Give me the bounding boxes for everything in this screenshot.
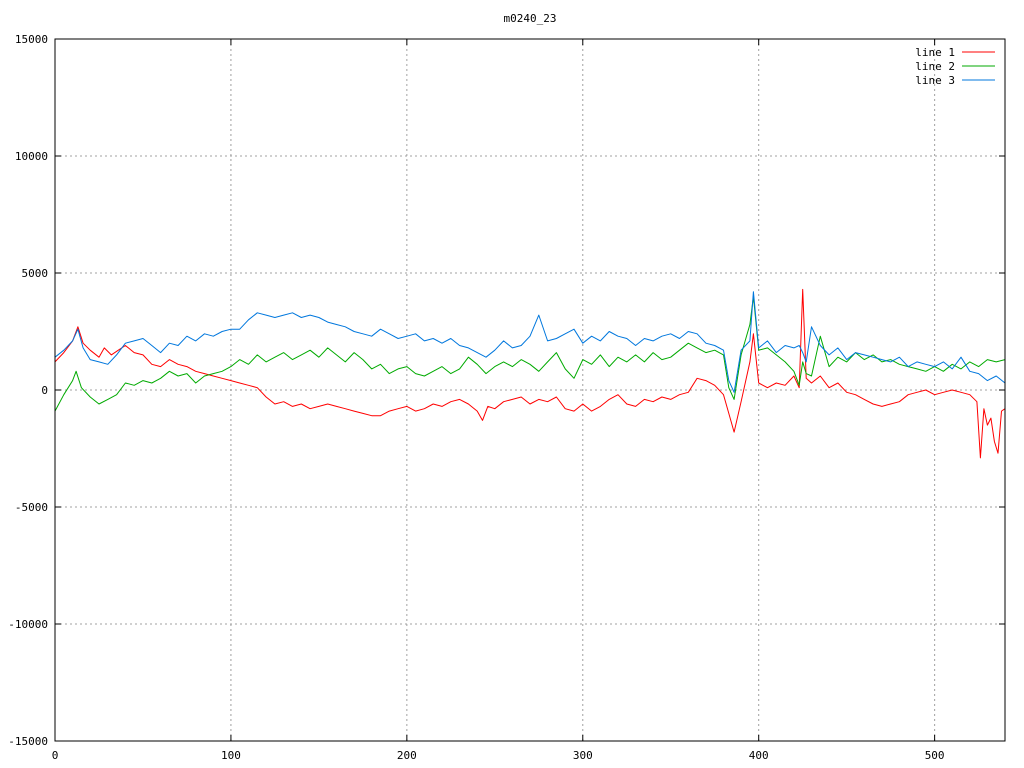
plot-frame	[54, 38, 1006, 742]
x-tick-label: 500	[925, 749, 945, 762]
x-tick-label: 0	[52, 749, 59, 762]
y-tick-label: 15000	[15, 33, 48, 46]
grid-lines	[55, 39, 1005, 741]
y-tick-label: 5000	[22, 267, 49, 280]
y-tick-label: -15000	[8, 735, 48, 748]
series-line-2	[54, 295, 1006, 412]
x-tick-label: 400	[749, 749, 769, 762]
y-tick-label: -10000	[8, 618, 48, 631]
series-line-1	[54, 288, 1006, 459]
series-lines	[54, 288, 1006, 459]
x-tick-label: 100	[221, 749, 241, 762]
x-tick-label: 200	[397, 749, 417, 762]
x-tick-label: 300	[573, 749, 593, 762]
series-line-3	[54, 291, 1006, 393]
legend-label-2: line 2	[915, 60, 955, 73]
chart-title: m0240_23	[504, 12, 557, 25]
axis-ticks: 0 100 200 300 400 500 -15000 -10000 -5000 0 5000 10…	[8, 33, 1005, 762]
y-tick-label: 10000	[15, 150, 48, 163]
y-tick-label: -5000	[15, 501, 48, 514]
legend-label-1: line 1	[915, 46, 955, 59]
y-tick-label: 0	[41, 384, 48, 397]
legend-label-3: line 3	[915, 74, 955, 87]
